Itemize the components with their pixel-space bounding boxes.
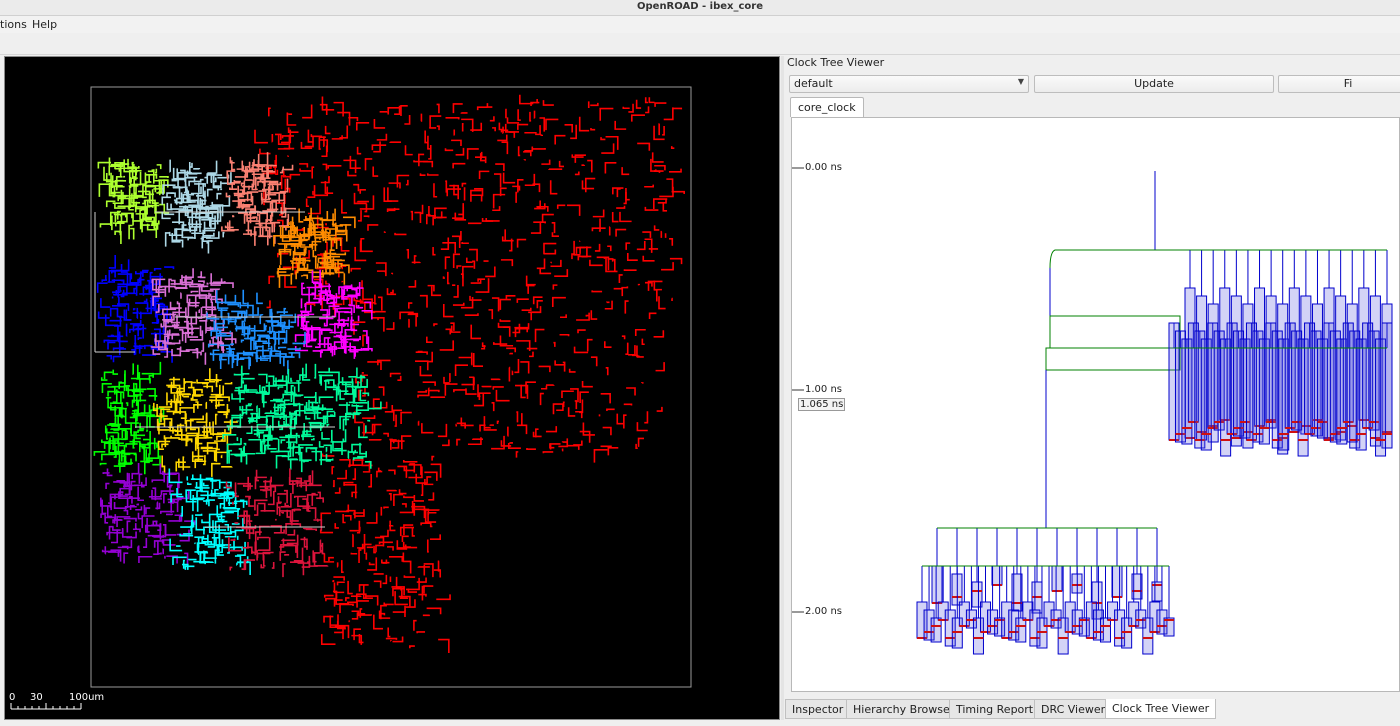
menu-help[interactable]: Help xyxy=(32,18,58,31)
clock-cluster-0 xyxy=(97,157,170,244)
root-branch xyxy=(1049,249,1387,269)
clock-net-red-mid xyxy=(353,302,665,463)
buffer-box-2 xyxy=(1045,347,1181,371)
clock-cluster-14 xyxy=(225,468,329,578)
menu-bar: tions Help xyxy=(0,16,1400,33)
clock-cluster-3 xyxy=(273,207,356,288)
corner-dropdown-value: default xyxy=(794,77,833,90)
chevron-down-icon: ▼ xyxy=(1017,77,1024,86)
toolbar xyxy=(0,33,1400,55)
clock-tree-plot[interactable]: 0.00 ns 1.00 ns 1.065 ns 2.00 ns xyxy=(791,117,1400,692)
sink-group-lower-b xyxy=(916,565,1175,655)
axis-label-2ns: 2.00 ns xyxy=(805,606,842,617)
menu-options[interactable]: tions xyxy=(0,18,27,31)
clock-cluster-7 xyxy=(206,289,306,375)
clock-cluster-12 xyxy=(100,463,196,566)
tab-inspector[interactable]: Inspector xyxy=(785,699,851,719)
scale-label-30: 30 xyxy=(30,692,43,703)
buffer-box-1 xyxy=(1049,315,1181,349)
clock-cluster-10 xyxy=(222,365,301,469)
clock-cluster-8 xyxy=(93,361,165,475)
sink-group-lower-a xyxy=(931,527,1163,620)
tab-clock-tree-viewer[interactable]: Clock Tree Viewer xyxy=(1105,699,1217,719)
scale-label-100um: 100um xyxy=(69,692,105,703)
trunk-wires xyxy=(94,211,335,528)
tab-timing-report[interactable]: Timing Report xyxy=(949,699,1041,719)
clock-cluster-11 xyxy=(282,363,382,473)
clock-net-red-top xyxy=(254,94,685,320)
clock-cluster-1 xyxy=(161,159,232,254)
clock-tree-canvas[interactable] xyxy=(792,118,1400,692)
sink-group-upper-b xyxy=(1168,322,1393,457)
cursor-time-label: 1.065 ns xyxy=(798,398,846,411)
clock-net-red-bottom xyxy=(319,453,451,654)
tab-core-clock[interactable]: core_clock xyxy=(790,97,864,117)
layout-viewer[interactable] xyxy=(4,56,780,720)
clock-cluster-9 xyxy=(153,368,238,477)
window-title: OpenROAD - ibex_core xyxy=(637,1,763,12)
clock-cluster-13 xyxy=(168,468,251,576)
layout-canvas[interactable] xyxy=(5,57,780,720)
axis-label-0ns: 0.00 ns xyxy=(805,162,842,173)
axis-label-1ns: 1.00 ns xyxy=(805,384,842,395)
tab-drc-viewer[interactable]: DRC Viewer xyxy=(1034,699,1113,719)
tab-hierarchy-browser[interactable]: Hierarchy Browser xyxy=(846,699,962,719)
clock-cluster-2 xyxy=(221,152,296,246)
die-boundary xyxy=(90,86,692,688)
clock-cluster-5 xyxy=(150,268,237,365)
scale-label-0: 0 xyxy=(9,692,16,703)
splitter[interactable] xyxy=(781,56,784,720)
scale-bar xyxy=(10,703,82,710)
fit-button[interactable]: Fi xyxy=(1278,75,1400,93)
clock-cluster-6 xyxy=(294,269,373,359)
update-button[interactable]: Update xyxy=(1034,75,1274,93)
corner-dropdown[interactable]: default ▼ xyxy=(789,75,1029,93)
clock-tree-viewer-title: Clock Tree Viewer xyxy=(787,56,885,69)
window-titlebar: OpenROAD - ibex_core xyxy=(0,0,1400,16)
